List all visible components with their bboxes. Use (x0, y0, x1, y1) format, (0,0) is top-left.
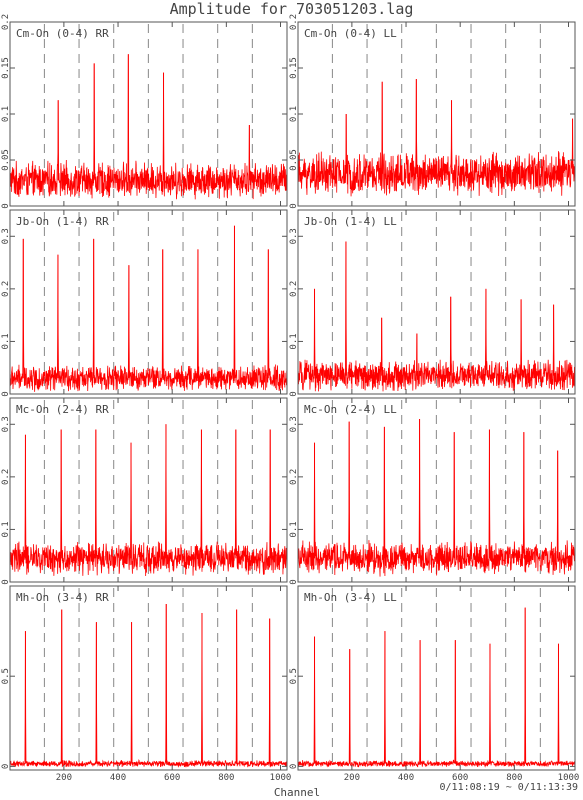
panel-2: 0 0.05 0.1 0.15 0.2 Cm-On (0-4) LL (289, 14, 576, 209)
y-tick-label: 0.1 (1, 521, 11, 537)
x-tick-label: 200 (56, 773, 72, 783)
y-tick-label: 0.2 (1, 14, 11, 30)
x-tick-label: 400 (110, 773, 126, 783)
amplitude-trace (297, 419, 576, 577)
panel-title: Cm-On (0-4) RR (16, 27, 109, 40)
y-tick-label: 0 (1, 391, 11, 396)
figure-title: Amplitude for 703051203.lag (170, 0, 414, 18)
panel-7: 200 400 600 800 1000 0 0.5 Mh-On (3-4) RR (1, 585, 292, 783)
amplitude-trace (297, 79, 576, 197)
y-tick-label: 0.2 (1, 281, 11, 297)
y-tick-label: 0.1 (1, 106, 11, 122)
panel-frame (9, 585, 288, 771)
amplitude-trace (9, 424, 288, 576)
y-tick-label: 0.3 (1, 228, 11, 244)
y-tick-label: 0 (289, 391, 299, 396)
panel-title: Jb-On (1-4) RR (16, 215, 109, 228)
y-tick-label: 0.1 (289, 333, 299, 349)
y-tick-label: 0.3 (1, 416, 11, 432)
amplitude-trace (9, 225, 288, 392)
x-tick-label: 1000 (558, 773, 580, 783)
x-tick-label: 200 (344, 773, 360, 783)
panel-grid: 0 0.05 0.1 0.15 0.2 Cm-On (0-4) RR 0 0.05 0.1 0.1… (1, 14, 579, 783)
panel-frame (297, 585, 576, 771)
panel-6: 0 0.1 0.2 0.3 Mc-On (2-4) LL (289, 397, 576, 585)
y-tick-label: 0 (289, 764, 299, 769)
y-tick-label: 0 (289, 203, 299, 208)
x-tick-label: 600 (452, 773, 468, 783)
amplitude-trace (9, 54, 288, 200)
y-tick-label: 0 (1, 579, 11, 584)
panel-4: 0 0.1 0.2 0.3 Jb-On (1-4) LL (289, 209, 576, 397)
panel-1: 0 0.05 0.1 0.15 0.2 Cm-On (0-4) RR (1, 14, 288, 209)
y-tick-label: 0.05 (1, 149, 11, 171)
panel-title: Mh-On (3-4) RR (16, 591, 109, 604)
y-tick-label: 0 (289, 579, 299, 584)
y-tick-label: 0.2 (289, 14, 299, 30)
panel-title: Mh-On (3-4) LL (304, 591, 397, 604)
panel-title: Cm-On (0-4) LL (304, 27, 397, 40)
y-tick-label: 0.5 (289, 668, 299, 684)
x-tick-label: 800 (506, 773, 522, 783)
amplitude-trace (297, 607, 576, 768)
x-axis-label: Channel (274, 786, 320, 799)
y-tick-label: 0.1 (1, 333, 11, 349)
y-tick-label: 0.5 (1, 668, 11, 684)
panel-title: Mc-On (2-4) LL (304, 403, 397, 416)
x-tick-label: 600 (164, 773, 180, 783)
y-tick-label: 0.15 (1, 57, 11, 79)
x-tick-label: 400 (398, 773, 414, 783)
y-tick-label: 0.3 (289, 416, 299, 432)
x-tick-label: 1000 (270, 773, 292, 783)
y-tick-label: 0.1 (289, 106, 299, 122)
panel-8: 200 400 600 800 1000 0 0.5 Mh-On (3-4) LL (289, 585, 580, 783)
panel-frame (297, 397, 576, 583)
y-tick-label: 0.1 (289, 521, 299, 537)
y-tick-label: 0.2 (289, 469, 299, 485)
panel-3: 0 0.1 0.2 0.3 Jb-On (1-4) RR (1, 209, 288, 397)
y-tick-label: 0.2 (1, 469, 11, 485)
y-tick-label: 0.15 (289, 57, 299, 79)
y-tick-label: 0.3 (289, 228, 299, 244)
y-tick-label: 0 (1, 203, 11, 208)
panel-frame (297, 209, 576, 395)
panel-frame (9, 397, 288, 583)
amplitude-trace (9, 604, 288, 768)
panel-title: Jb-On (1-4) LL (304, 215, 397, 228)
amplitude-trace (297, 241, 576, 392)
y-tick-label: 0.05 (289, 149, 299, 171)
panel-5: 0 0.1 0.2 0.3 Mc-On (2-4) RR (1, 397, 288, 585)
y-tick-label: 0.2 (289, 281, 299, 297)
x-tick-label: 800 (218, 773, 234, 783)
time-range-label: 0/11:08:19 ~ 0/11:13:39 (440, 782, 578, 793)
y-tick-label: 0 (1, 764, 11, 769)
panel-title: Mc-On (2-4) RR (16, 403, 109, 416)
panel-frame (9, 209, 288, 395)
